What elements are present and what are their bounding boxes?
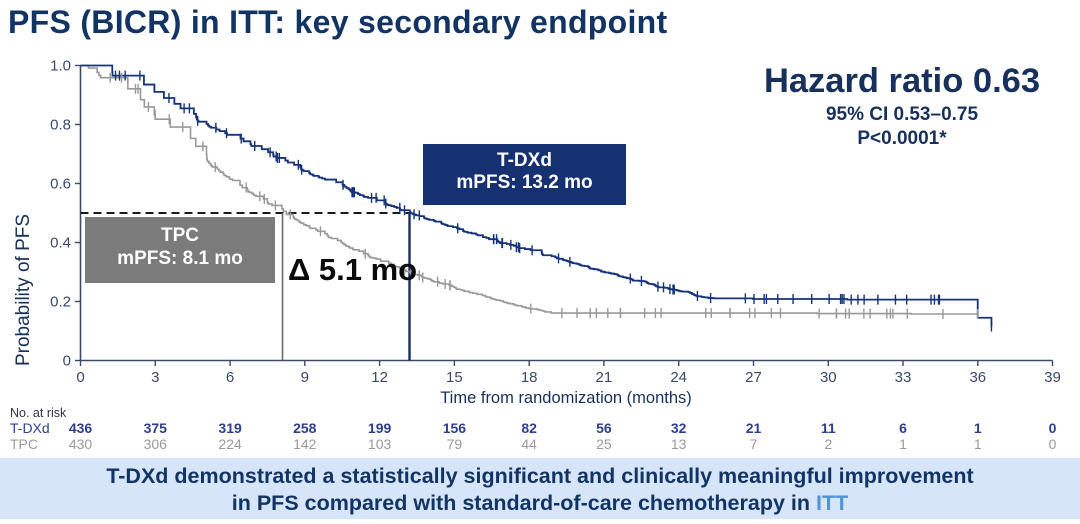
svg-text:0.6: 0.6 bbox=[50, 176, 71, 193]
svg-text:15: 15 bbox=[446, 369, 463, 386]
svg-text:3: 3 bbox=[151, 369, 159, 386]
svg-text:0.4: 0.4 bbox=[50, 235, 71, 252]
svg-text:12: 12 bbox=[371, 369, 388, 386]
svg-text:Time from randomization (month: Time from randomization (months) bbox=[440, 389, 692, 407]
svg-text:36: 36 bbox=[969, 369, 986, 386]
svg-text:9: 9 bbox=[301, 369, 309, 386]
svg-text:Probability of PFS: Probability of PFS bbox=[13, 214, 34, 366]
svg-text:30: 30 bbox=[820, 369, 837, 386]
svg-text:18: 18 bbox=[521, 369, 538, 386]
svg-text:33: 33 bbox=[895, 369, 912, 386]
svg-text:1.0: 1.0 bbox=[50, 58, 71, 75]
svg-text:24: 24 bbox=[670, 369, 687, 386]
svg-text:6: 6 bbox=[226, 369, 234, 386]
svg-text:0: 0 bbox=[76, 369, 84, 386]
svg-text:39: 39 bbox=[1044, 369, 1061, 386]
svg-text:21: 21 bbox=[596, 369, 613, 386]
svg-text:27: 27 bbox=[745, 369, 762, 386]
svg-text:0: 0 bbox=[63, 353, 71, 370]
svg-text:0.8: 0.8 bbox=[50, 117, 71, 134]
svg-text:0.2: 0.2 bbox=[50, 294, 71, 311]
